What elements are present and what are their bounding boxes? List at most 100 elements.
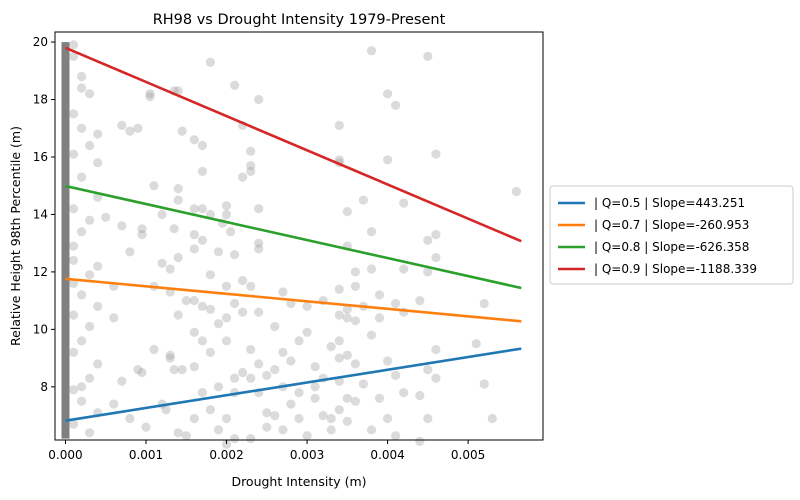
scatter-point-92	[197, 336, 207, 346]
scatter-point-100	[205, 57, 215, 67]
scatter-point-125	[254, 204, 264, 214]
scatter-point-108	[221, 336, 232, 346]
scatter-point-132	[246, 373, 256, 383]
scatter-point-109	[230, 373, 240, 383]
scatter-point-61	[173, 428, 183, 438]
scatter-point-173	[342, 313, 352, 323]
scatter-point-88	[197, 301, 207, 311]
scatter-point-219	[423, 413, 433, 424]
scatter-point-143	[270, 365, 280, 375]
scatter-point-170	[334, 284, 344, 294]
scatter-point-66	[173, 195, 183, 205]
x-tick-label-1: 0.001	[129, 448, 163, 462]
scatter-point-54	[157, 258, 167, 268]
scatter-point-106	[230, 298, 240, 309]
scatter-point-53	[137, 230, 147, 240]
y-tick-label-1: 10	[33, 322, 48, 336]
scatter-point-221	[479, 298, 489, 309]
scatter-point-36	[125, 126, 135, 136]
regression-lines	[64, 46, 522, 422]
scatter-point-112	[230, 80, 240, 90]
scatter-point-57	[137, 367, 147, 378]
scatter-point-119	[230, 434, 240, 444]
scatter-point-99	[213, 425, 224, 435]
scatter-point-216	[423, 365, 433, 375]
scatter-point-84	[189, 244, 199, 254]
scatter-point-127	[254, 244, 264, 254]
scatter-point-47	[145, 89, 155, 99]
scatter-point-148	[270, 411, 280, 421]
scatter-point-120	[221, 439, 232, 449]
scatter-point-194	[374, 290, 385, 300]
scatter-point-25	[85, 373, 95, 383]
scatter-point-35	[117, 120, 127, 130]
scatter-point-206	[383, 413, 393, 424]
scatter-point-182	[350, 396, 360, 406]
scatter-point-114	[238, 172, 248, 182]
scatter-point-18	[77, 290, 87, 300]
scatter-point-181	[342, 416, 352, 426]
scatter-point-129	[254, 307, 264, 317]
scatter-point-184	[366, 46, 377, 56]
scatter-point-13	[77, 227, 87, 237]
scatter-point-27	[77, 396, 87, 406]
scatter-point-42	[109, 399, 119, 409]
scatter-point-121	[254, 94, 264, 105]
scatter-point-131	[254, 359, 264, 369]
scatter-point-200	[399, 264, 409, 274]
scatter-point-158	[326, 425, 336, 435]
scatter-point-167	[342, 207, 352, 217]
zero-intensity-band	[61, 42, 70, 439]
scatter-point-218	[415, 390, 425, 401]
zero-band-layer	[61, 42, 70, 439]
scatter-point-215	[431, 344, 441, 355]
scatter-point-189	[374, 313, 385, 323]
scatter-point-69	[165, 264, 175, 274]
scatter-point-103	[221, 209, 232, 220]
scatter-point-80	[189, 204, 199, 214]
scatter-point-180	[334, 405, 344, 415]
scatter-point-147	[286, 399, 296, 409]
scatter-point-209	[431, 149, 441, 159]
scatter-point-78	[197, 140, 207, 151]
legend-items: | Q=0.5 | Slope=443.251 | Q=0.7 | Slope=…	[558, 196, 757, 276]
scatter-point-137	[246, 434, 256, 444]
scatter-point-159	[302, 301, 312, 311]
scatter-point-38	[117, 221, 127, 231]
scatter-point-124	[246, 166, 256, 176]
scatter-point-50	[157, 209, 167, 220]
scatter-point-9	[77, 172, 87, 182]
y-tick-label-5: 18	[33, 93, 48, 107]
scatter-point-161	[310, 382, 320, 392]
scatter-point-97	[205, 405, 215, 415]
scatter-point-162	[326, 342, 336, 352]
scatter-point-133	[262, 370, 272, 380]
scatter-point-175	[334, 336, 344, 346]
chart-title: RH98 vs Drought Intensity 1979-Present	[153, 12, 446, 28]
scatter-point-191	[358, 379, 368, 389]
scatter-point-41	[133, 365, 143, 375]
scatter-point-204	[391, 370, 401, 380]
scatter-point-223	[487, 413, 497, 424]
quantile-line-1	[65, 277, 522, 323]
quantile-line-3	[64, 46, 522, 243]
scatter-point-93	[205, 347, 215, 357]
scatter-point-195	[350, 267, 360, 277]
scatter-point-86	[205, 270, 215, 280]
scatter-point-220	[415, 436, 425, 446]
scatter-point-98	[189, 413, 199, 424]
scatter-point-178	[350, 359, 360, 369]
scatter-point-213	[423, 267, 433, 277]
scatter-point-32	[68, 255, 79, 265]
scatter-point-117	[238, 275, 248, 286]
scatter-point-45	[101, 212, 111, 222]
scatter-point-85	[213, 247, 224, 257]
scatter-point-17	[68, 278, 79, 288]
scatter-point-52	[137, 224, 147, 234]
scatter-point-24	[93, 359, 103, 369]
scatter-point-40	[109, 313, 119, 323]
scatter-point-12	[85, 215, 95, 225]
scatter-point-49	[149, 181, 159, 191]
y-axis-label: Relative Height 98th Percentile (m)	[8, 126, 23, 346]
